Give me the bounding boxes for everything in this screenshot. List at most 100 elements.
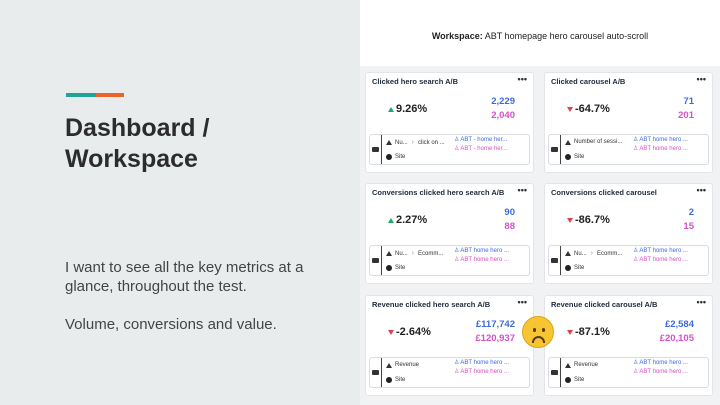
metric-label: Revenue bbox=[395, 362, 420, 368]
segment-list: ♙ABT home hero ... ♙ABT home hero ... bbox=[454, 247, 509, 265]
metric-label: Revenue bbox=[574, 362, 599, 368]
segment-a[interactable]: ♙ABT home hero ... bbox=[633, 136, 688, 145]
query-definition[interactable]: Revenue Site ♙ABT home hero ... ♙ABT hom… bbox=[369, 357, 530, 388]
segment-a[interactable]: ♙ABT home hero ... bbox=[633, 247, 688, 256]
segment-b[interactable]: ♙ABT home hero ... bbox=[454, 256, 509, 265]
metric-card[interactable]: Conversions clicked carousel ••• -86.7% … bbox=[544, 183, 713, 284]
segment-bracket bbox=[549, 246, 561, 275]
scope-label: Site bbox=[395, 154, 406, 160]
metric-card[interactable]: Conversions clicked hero search A/B ••• … bbox=[365, 183, 534, 284]
card-menu-button[interactable]: ••• bbox=[696, 74, 706, 84]
segment-b[interactable]: ♙ABT home hero ... bbox=[454, 368, 509, 377]
segment-a-label: ABT - home her... bbox=[460, 137, 508, 143]
value-variant-a: £2,584 bbox=[664, 319, 694, 330]
user-icon: ♙ bbox=[454, 369, 460, 375]
step-label: Ecomm... bbox=[597, 250, 623, 257]
change-metric: -86.7% bbox=[567, 214, 610, 226]
metric-row: Revenue bbox=[565, 362, 598, 368]
user-icon: ♙ bbox=[633, 137, 639, 143]
user-icon: ♙ bbox=[454, 360, 460, 366]
card-menu-button[interactable]: ••• bbox=[696, 185, 706, 195]
card-menu-button[interactable]: ••• bbox=[517, 297, 527, 307]
value-variant-b: 88 bbox=[504, 221, 515, 232]
step-label: click on ... bbox=[418, 139, 445, 146]
segment-type-icon bbox=[551, 147, 558, 152]
segment-b[interactable]: ♙ABT - home her... bbox=[454, 145, 507, 154]
change-value: -64.7% bbox=[575, 103, 610, 115]
slide-title-line1: Dashboard / bbox=[65, 114, 210, 142]
user-icon: ♙ bbox=[454, 248, 460, 254]
value-variant-a: 90 bbox=[504, 207, 515, 218]
segment-type-icon bbox=[372, 370, 379, 375]
user-icon: ♙ bbox=[633, 146, 639, 152]
card-menu-button[interactable]: ••• bbox=[696, 297, 706, 307]
query-definition[interactable]: Revenue Site ♙ABT home hero ... ♙ABT hom… bbox=[548, 357, 709, 388]
workspace-label: Workspace: bbox=[431, 31, 483, 41]
segment-b-label: ABT home hero ... bbox=[639, 257, 688, 263]
metric-row: Revenue bbox=[386, 362, 419, 368]
metric-card[interactable]: Clicked hero search A/B ••• 9.26% 2,229 … bbox=[365, 72, 534, 173]
trend-down-icon bbox=[567, 217, 573, 223]
metric-icon bbox=[386, 251, 392, 256]
sad-face-icon bbox=[522, 316, 554, 348]
card-title: Clicked carousel A/B bbox=[551, 77, 626, 86]
metric-icon bbox=[565, 251, 571, 256]
metric-label: Nu... bbox=[574, 250, 587, 257]
trend-down-icon bbox=[567, 329, 573, 335]
segment-b-label: ABT home hero ... bbox=[639, 146, 688, 152]
metric-row: Nu... › Ecomm... bbox=[386, 250, 443, 257]
segment-b-label: ABT home hero ... bbox=[460, 369, 509, 375]
segment-bracket bbox=[370, 358, 382, 387]
card-title: Revenue clicked carousel A/B bbox=[551, 300, 658, 309]
query-definition[interactable]: Nu... › click on ... Site ♙ABT - home her… bbox=[369, 134, 530, 165]
change-value: -2.64% bbox=[396, 326, 431, 338]
globe-icon bbox=[386, 377, 392, 383]
card-title: Clicked hero search A/B bbox=[372, 77, 459, 86]
metric-row: Nu... › Ecomm... bbox=[565, 250, 622, 257]
segment-a[interactable]: ♙ABT home hero ... bbox=[454, 359, 509, 368]
segment-list: ♙ABT home hero ... ♙ABT home hero ... bbox=[633, 359, 688, 377]
user-icon: ♙ bbox=[454, 257, 460, 263]
value-variant-b: £20,105 bbox=[659, 333, 694, 344]
segment-a[interactable]: ♙ABT home hero ... bbox=[633, 359, 688, 368]
segment-a[interactable]: ♙ABT home hero ... bbox=[454, 247, 509, 256]
metric-icon bbox=[565, 362, 571, 368]
change-value: -87.1% bbox=[575, 326, 610, 338]
change-value: 9.26% bbox=[396, 103, 428, 115]
card-menu-button[interactable]: ••• bbox=[517, 185, 527, 195]
segment-b-label: ABT home hero ... bbox=[460, 257, 509, 263]
metric-row: Number of sessi... bbox=[565, 139, 622, 145]
description-paragraph-2: Volume, conversions and value. bbox=[65, 316, 277, 333]
segment-b[interactable]: ♙ABT home hero ... bbox=[633, 368, 688, 377]
query-definition[interactable]: Number of sessi... Site ♙ABT home hero .… bbox=[548, 134, 709, 165]
metric-label: Nu... bbox=[395, 139, 408, 146]
segment-b[interactable]: ♙ABT home hero ... bbox=[633, 145, 688, 154]
value-variant-a: 2,229 bbox=[491, 96, 515, 107]
chevron-right-icon: › bbox=[590, 250, 594, 257]
metric-card[interactable]: Revenue clicked hero search A/B ••• -2.6… bbox=[365, 295, 534, 396]
scope-label: Site bbox=[574, 265, 585, 271]
user-icon: ♙ bbox=[633, 369, 639, 375]
metric-icon bbox=[565, 139, 571, 145]
slide-title-line2: Workspace bbox=[65, 145, 198, 173]
segment-a-label: ABT home hero ... bbox=[460, 248, 509, 254]
trend-down-icon bbox=[388, 329, 394, 335]
globe-icon bbox=[386, 265, 392, 271]
card-menu-button[interactable]: ••• bbox=[517, 74, 527, 84]
card-title: Conversions clicked hero search A/B bbox=[372, 188, 505, 197]
segment-a-label: ABT home hero ... bbox=[639, 137, 688, 143]
query-definition[interactable]: Nu... › Ecomm... Site ♙ABT home hero ... … bbox=[369, 245, 530, 276]
segment-b[interactable]: ♙ABT home hero ... bbox=[633, 256, 688, 265]
segment-a[interactable]: ♙ABT - home her... bbox=[454, 136, 507, 145]
metric-row: Nu... › click on ... bbox=[386, 139, 445, 146]
query-definition[interactable]: Nu... › Ecomm... Site ♙ABT home hero ... … bbox=[548, 245, 709, 276]
chevron-right-icon: › bbox=[411, 250, 415, 257]
scope-row: Site bbox=[386, 377, 405, 383]
trend-down-icon bbox=[567, 106, 573, 112]
accent-bar bbox=[66, 93, 124, 97]
chevron-right-icon: › bbox=[411, 139, 415, 146]
metric-card[interactable]: Revenue clicked carousel A/B ••• -87.1% … bbox=[544, 295, 713, 396]
globe-icon bbox=[565, 154, 571, 160]
value-variant-b: 2,040 bbox=[491, 110, 515, 121]
metric-card[interactable]: Clicked carousel A/B ••• -64.7% 71 201 N… bbox=[544, 72, 713, 173]
